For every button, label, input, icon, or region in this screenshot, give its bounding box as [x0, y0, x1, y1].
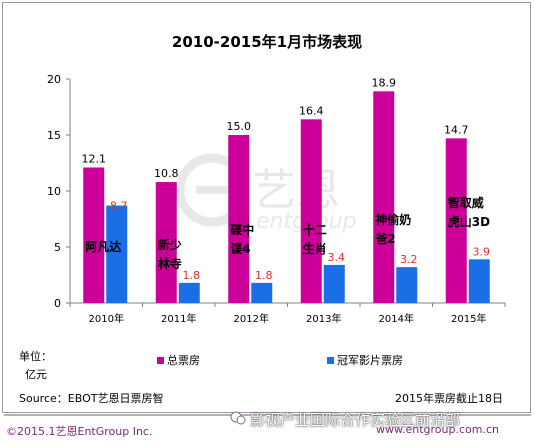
source-text: Source：EBOT艺恩日票房智	[19, 391, 163, 405]
champion-film-label: 智取威	[447, 195, 484, 210]
x-tick-label: 2011年	[161, 312, 196, 325]
bar-champion	[396, 267, 418, 303]
axes: 0 5 10 15 20	[47, 73, 506, 310]
bar-total	[445, 138, 467, 303]
watermark-brand-cn: 艺恩	[252, 165, 340, 216]
x-tick-label: 2015年	[451, 312, 486, 325]
bars	[83, 91, 490, 303]
y-tick-label: 20	[47, 73, 61, 86]
unit-label-line2: 亿元	[25, 368, 47, 381]
bar-champion	[178, 282, 200, 303]
data-label-total: 14.7	[444, 123, 469, 136]
champion-film-label: 林寺	[158, 256, 182, 271]
y-tick-label: 0	[54, 297, 61, 310]
footer-divider	[4, 414, 531, 416]
champion-film-label: 谍4	[230, 241, 250, 256]
legend-label: 总票房	[167, 353, 200, 367]
unit-label-line1: 单位：	[19, 349, 52, 363]
bar-champion	[468, 259, 490, 303]
bar-total	[300, 119, 322, 303]
y-tick-label: 5	[54, 241, 61, 254]
data-label-champion: 3.9	[473, 245, 491, 258]
bar-champion	[323, 264, 345, 303]
data-label-champion: 3.2	[400, 253, 418, 266]
x-tick-label: 2012年	[234, 312, 269, 325]
x-tick-label: 2010年	[89, 312, 124, 325]
champion-film-label: 碟中	[230, 222, 254, 237]
overlay-caption: 影视产业国际合作实验区前沿部	[250, 411, 461, 429]
bar-champion	[251, 282, 273, 303]
champion-film-label: 新少	[158, 237, 182, 252]
data-label-champion: 1.8	[255, 269, 273, 282]
champion-film-label: 神偷奶	[375, 212, 411, 227]
website-text: www.entgroup.com.cn	[376, 423, 499, 436]
bar-total	[83, 167, 105, 303]
data-label-total: 15.0	[227, 120, 252, 133]
champion-film-label: 阿凡达	[85, 239, 121, 254]
data-label-total: 10.8	[154, 167, 179, 180]
legend: 总票房 冠军影片票房	[157, 353, 403, 367]
bar-champion	[106, 205, 128, 303]
bar-total	[155, 182, 177, 303]
legend-swatch	[327, 357, 334, 364]
legend-label: 冠军影片票房	[337, 354, 403, 367]
chart-title: 2010-2015年1月市场表现	[172, 33, 362, 51]
copyright-text: ©2015.1艺恩EntGroup Inc.	[6, 425, 153, 438]
champion-film-label: 十二	[303, 222, 327, 237]
bar-total	[373, 91, 395, 303]
legend-swatch	[157, 357, 164, 364]
champion-film-label: 爸2	[374, 231, 395, 246]
champion-film-label: 生肖	[303, 241, 327, 256]
data-label-champion: 1.8	[183, 269, 201, 282]
watermark-logo: 艺恩 entgroup	[175, 153, 356, 234]
cutoff-note: 2015年票房截止18日	[395, 391, 503, 405]
y-tick-label: 15	[47, 129, 61, 142]
data-label-total: 12.1	[82, 152, 107, 165]
y-tick-label: 10	[47, 185, 61, 198]
data-label-total: 16.4	[299, 104, 324, 117]
x-tick-label: 2014年	[379, 312, 414, 325]
data-label-champion: 3.4	[328, 251, 346, 264]
data-label-total: 18.9	[372, 76, 397, 89]
data-label-champion: 8.7	[110, 200, 128, 213]
champion-film-label: 虎山3D	[448, 214, 490, 229]
x-tick-label: 2013年	[306, 312, 341, 325]
bar-total	[228, 135, 250, 303]
wechat-icon	[230, 411, 246, 425]
